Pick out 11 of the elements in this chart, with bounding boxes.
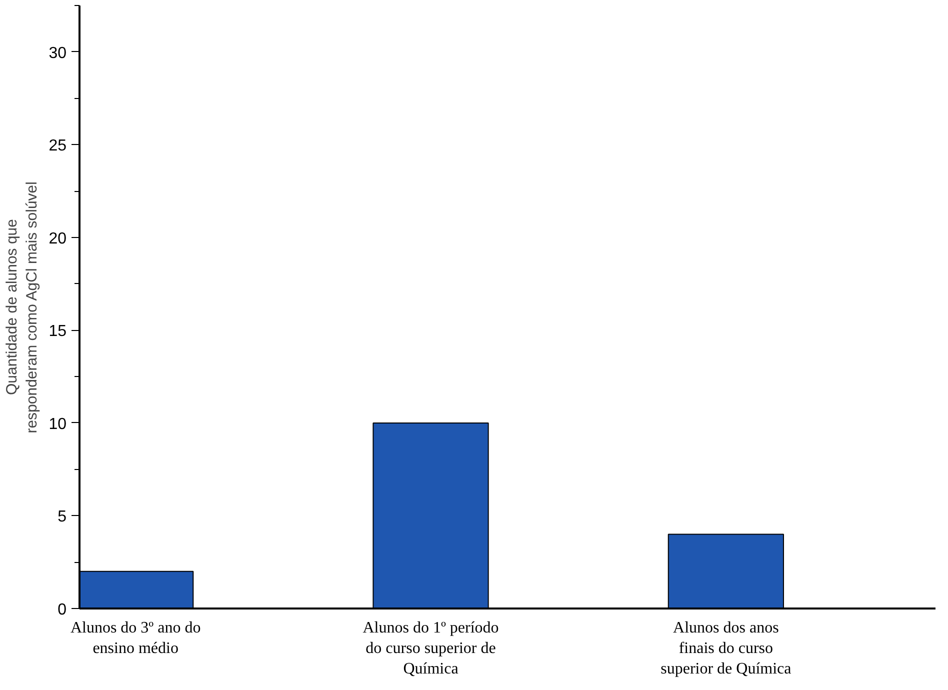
y-axis-title: Quantidade de alunos que responderam como AgCl mais solúvel (3, 182, 41, 434)
y-tick-label: 0 (58, 602, 67, 618)
y-tick-label: 15 (48, 323, 67, 340)
y-tick-label: 25 (48, 138, 67, 155)
y-tick-label: 30 (48, 44, 67, 62)
x-tick-label: Alunos dos anos finais do curso superior de Química (660, 620, 792, 678)
x-tick-label: Alunos do 1º período do curso superior de Química (362, 620, 499, 678)
y-tick-label: 20 (48, 230, 67, 248)
x-tick-label: Alunos do 3º ano do ensino médio (70, 620, 201, 657)
y-tick-label: 5 (58, 508, 67, 526)
y-tick-label: 10 (48, 416, 67, 433)
